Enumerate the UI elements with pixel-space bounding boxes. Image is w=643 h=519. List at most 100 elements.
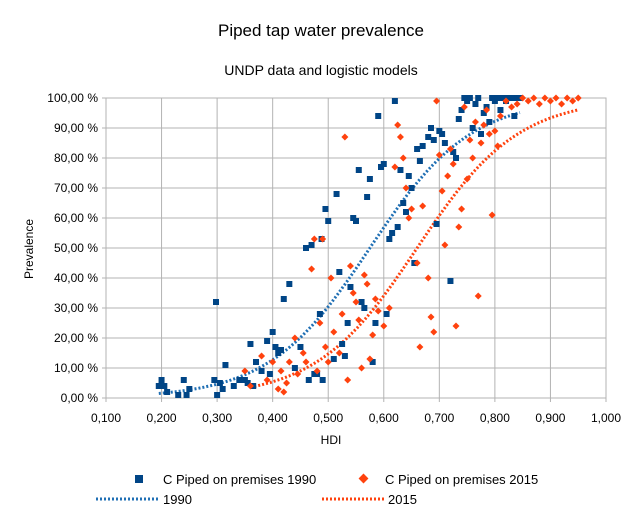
data-point-1990	[414, 146, 421, 152]
data-point-2015	[471, 118, 479, 126]
data-point-2015	[283, 379, 291, 387]
y-tick-label: 20,00 %	[54, 331, 98, 345]
data-point-2015	[524, 97, 532, 105]
data-point-1990	[478, 131, 484, 137]
data-point-2015	[310, 235, 318, 243]
data-point-2015	[335, 349, 343, 357]
x-tick-label: 0,400	[258, 411, 288, 425]
data-point-2015	[569, 97, 577, 105]
data-point-2015	[416, 343, 424, 351]
data-point-1990	[236, 377, 243, 383]
data-point-2015	[374, 307, 382, 315]
data-point-2015	[469, 154, 477, 162]
data-point-1990	[458, 107, 465, 113]
data-point-2015	[508, 103, 516, 111]
data-point-2015	[313, 367, 321, 375]
data-point-2015	[541, 94, 549, 102]
data-point-1990	[258, 368, 265, 374]
data-point-2015	[371, 295, 379, 303]
data-point-1990	[364, 194, 371, 200]
data-point-1990	[428, 125, 434, 131]
y-tick-label: 80,00 %	[54, 151, 98, 165]
data-point-2015	[274, 385, 282, 393]
data-point-2015	[366, 355, 374, 363]
y-tick-label: 0,00 %	[61, 391, 99, 405]
data-point-1990	[180, 377, 187, 383]
data-point-2015	[513, 100, 521, 108]
data-point-1990	[308, 242, 315, 248]
data-point-2015	[346, 262, 354, 270]
data-point-1990	[322, 206, 329, 212]
data-point-2015	[477, 139, 485, 147]
data-point-1990	[494, 95, 501, 101]
data-point-1990	[455, 116, 462, 122]
data-point-2015	[408, 205, 416, 213]
data-point-2015	[358, 364, 366, 372]
data-point-2015	[574, 94, 582, 102]
data-point-2015	[280, 388, 288, 396]
y-tick-label: 30,00 %	[54, 301, 98, 315]
data-point-1990	[508, 95, 515, 101]
data-point-2015	[413, 259, 421, 267]
data-point-1990	[397, 167, 404, 173]
y-tick-label: 10,00 %	[54, 361, 98, 375]
data-point-2015	[369, 331, 377, 339]
data-point-2015	[496, 112, 504, 120]
data-point-2015	[294, 370, 302, 378]
gridlines	[102, 97, 607, 402]
data-point-1990	[400, 200, 407, 206]
data-point-2015	[352, 298, 360, 306]
y-tick-label: 70,00 %	[54, 181, 98, 195]
data-point-2015	[438, 187, 446, 195]
data-point-1990	[430, 137, 437, 143]
data-point-2015	[391, 163, 399, 171]
data-point-1990	[341, 353, 348, 359]
data-point-1990	[155, 383, 162, 389]
data-point-2015	[396, 133, 404, 141]
trendline-2015	[250, 108, 579, 389]
data-point-2015	[480, 121, 488, 129]
data-point-2015	[380, 322, 388, 330]
data-point-1990	[186, 386, 193, 392]
data-point-1990	[244, 380, 251, 386]
data-point-2015	[263, 376, 271, 384]
data-point-1990	[247, 341, 254, 347]
data-point-1990	[469, 125, 476, 131]
x-tick-labels: 0,100 0,200 0,300 0,400 0,500 0,600 0,700 0,800…	[91, 411, 621, 425]
x-tick-label: 0,800	[480, 411, 510, 425]
data-point-2015	[444, 172, 452, 180]
data-point-2015	[308, 265, 316, 273]
data-point-2015	[341, 133, 349, 141]
data-point-2015	[530, 94, 538, 102]
data-point-2015	[277, 367, 285, 375]
data-point-1990	[355, 167, 362, 173]
data-point-1990	[447, 278, 454, 284]
data-point-1990	[450, 149, 457, 155]
data-point-1990	[466, 95, 473, 101]
data-point-2015	[349, 289, 357, 297]
x-tick-label: 0,300	[202, 411, 232, 425]
data-point-2015	[452, 322, 460, 330]
data-point-1990	[369, 359, 376, 365]
data-point-1990	[416, 158, 423, 164]
data-point-2015	[402, 184, 410, 192]
data-point-1990	[291, 365, 298, 371]
data-point-1990	[391, 98, 398, 104]
data-point-2015	[446, 145, 454, 153]
x-tick-label: 0,200	[147, 411, 177, 425]
data-point-2015	[385, 304, 393, 312]
data-point-2015	[424, 274, 432, 282]
x-tick-label: 1,000	[591, 411, 621, 425]
data-point-1990	[366, 176, 373, 182]
data-point-2015	[460, 103, 468, 111]
data-point-1990	[297, 344, 304, 350]
data-point-1990	[480, 110, 487, 116]
data-point-1990	[475, 95, 482, 101]
y-axis-label: Prevalence	[22, 219, 36, 279]
legend: C Piped on premises 1990 C Piped on prem…	[96, 472, 538, 507]
data-point-2015	[299, 349, 307, 357]
data-point-1990	[358, 299, 365, 305]
data-point-2015	[405, 214, 413, 222]
data-point-1990	[389, 230, 396, 236]
data-point-1990	[222, 362, 229, 368]
